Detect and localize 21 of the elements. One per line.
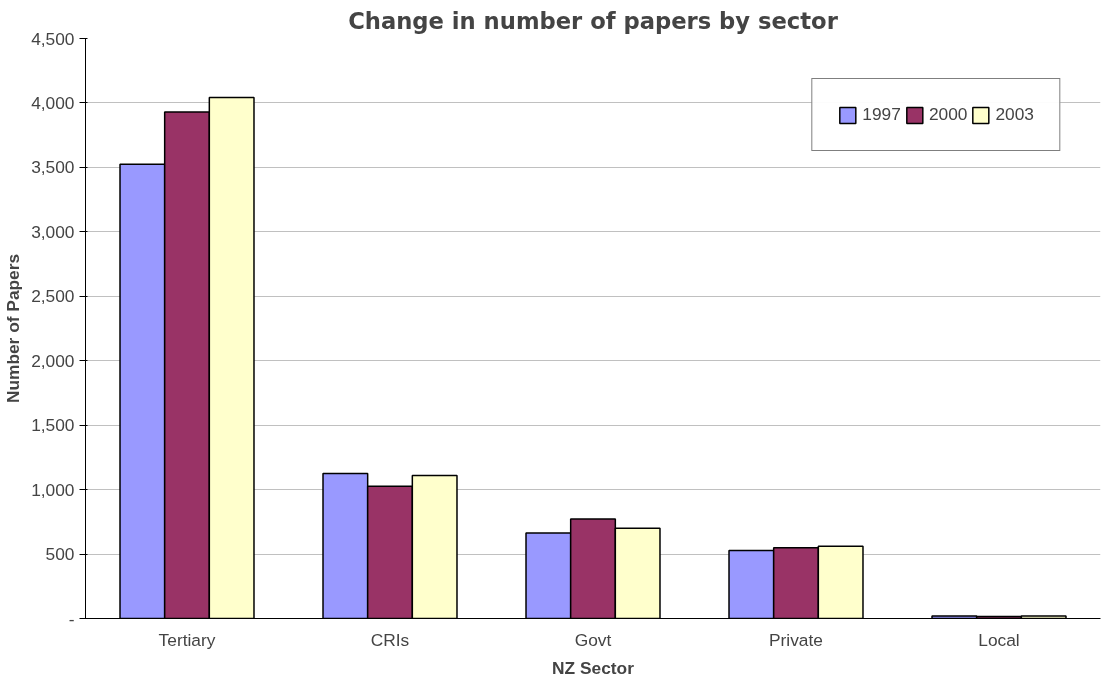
x-tick-label: Private xyxy=(769,629,823,650)
y-tick-label: 3,000 xyxy=(31,221,75,242)
x-tick-label: CRIs xyxy=(370,629,410,650)
x-tick-label: Govt xyxy=(574,629,612,650)
x-tick-label: Tertiary xyxy=(158,629,216,650)
y-tick-label: 1,000 xyxy=(31,479,75,500)
x-tick-label: Local xyxy=(978,629,1020,650)
y-tick-label: 500 xyxy=(45,544,75,565)
y-tick-label: 2,000 xyxy=(31,350,75,371)
legend-label: 2003 xyxy=(995,104,1034,125)
y-tick-label: 1,500 xyxy=(31,415,75,436)
y-tick-label: 3,500 xyxy=(31,157,75,178)
y-axis-title: Number of Papers xyxy=(3,253,24,404)
y-tick-label: 4,500 xyxy=(31,28,75,49)
y-tick-label: 4,000 xyxy=(31,92,75,113)
chart-title: Change in number of papers by sector xyxy=(348,7,839,34)
y-tick-label: 2,500 xyxy=(31,286,75,307)
legend-label: 1997 xyxy=(862,104,901,125)
legend-label: 2000 xyxy=(928,104,968,125)
x-axis-title: NZ Sector xyxy=(552,657,635,678)
y-tick-label: - xyxy=(68,608,75,629)
